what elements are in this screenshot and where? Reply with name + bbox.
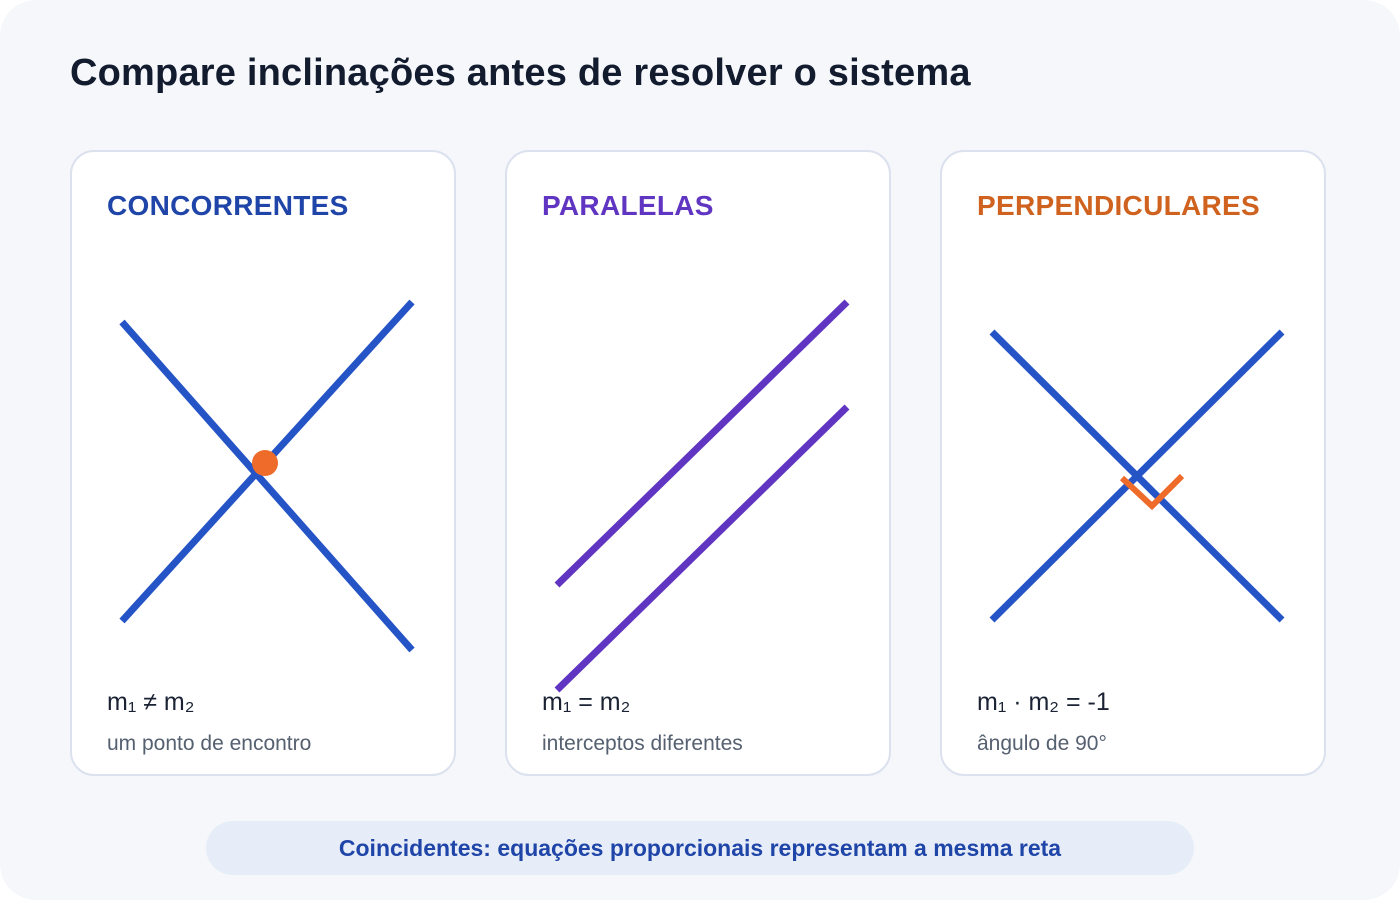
caption-concorrentes: um ponto de encontro <box>107 732 312 755</box>
page-title: Compare inclinações antes de resolver o … <box>70 52 971 94</box>
card-perpendiculares: PERPENDICULARES m₁ · m₂ = -1 ângulo de 9… <box>940 150 1326 776</box>
parallel-line-upper <box>554 299 850 588</box>
footer-note: Coincidentes: equações proporcionais rep… <box>206 821 1194 875</box>
parallel-line-lower <box>554 404 850 693</box>
card-title-perpendiculares: PERPENDICULARES <box>977 190 1260 221</box>
paralelas-diagram <box>554 299 850 693</box>
perpendiculares-diagram <box>989 329 1285 623</box>
decreasing-line <box>119 319 415 653</box>
caption-perpendiculares: ângulo de 90° <box>977 732 1107 755</box>
concorrentes-diagram <box>119 299 415 653</box>
perpendicular-line-b <box>989 329 1285 623</box>
right-angle-mark <box>1119 473 1185 511</box>
card-title-concorrentes: CONCORRENTES <box>107 190 349 221</box>
formula-concorrentes: m₁ ≠ m₂ <box>107 688 195 716</box>
card-title-paralelas: PARALELAS <box>542 190 714 221</box>
intersection-point <box>252 450 278 476</box>
card-paralelas: PARALELAS m₁ = m₂ interceptos diferentes <box>505 150 891 776</box>
card-concorrentes: CONCORRENTES m₁ ≠ m₂ um ponto de encontr… <box>70 150 456 776</box>
formula-perpendiculares: m₁ · m₂ = -1 <box>977 688 1110 716</box>
caption-paralelas: interceptos diferentes <box>542 732 743 755</box>
formula-paralelas: m₁ = m₂ <box>542 688 631 716</box>
